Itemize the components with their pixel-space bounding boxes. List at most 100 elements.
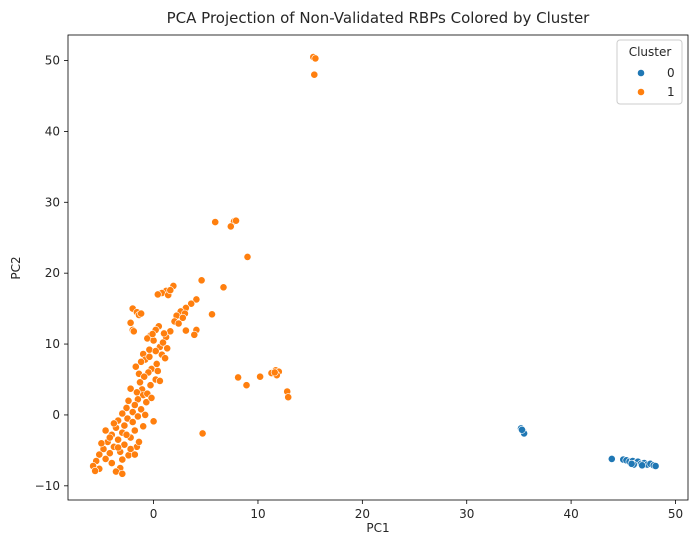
data-point-cluster-1 — [135, 437, 143, 446]
data-point-cluster-1 — [219, 283, 228, 292]
data-point-cluster-1 — [114, 443, 122, 452]
data-point-cluster-1 — [97, 439, 106, 448]
legend-title: Cluster — [629, 45, 672, 59]
x-tick-label: 30 — [459, 507, 474, 521]
data-point-cluster-0 — [627, 459, 636, 468]
data-point-cluster-1 — [118, 469, 127, 478]
data-point-cluster-1 — [107, 459, 116, 467]
data-point-cluster-0 — [607, 454, 616, 463]
x-axis: 0 10 20 30 40 50 — [150, 500, 683, 521]
x-tick-label: 10 — [250, 507, 265, 521]
data-point-cluster-1 — [178, 313, 187, 322]
y-axis: −10 0 10 20 30 40 50 — [35, 54, 68, 493]
data-point-cluster-1 — [95, 450, 104, 459]
data-point-cluster-1 — [136, 378, 144, 387]
data-point-cluster-1 — [161, 354, 169, 363]
data-point-cluster-1 — [118, 455, 127, 464]
chart-title: PCA Projection of Non-Validated RBPs Col… — [167, 9, 591, 27]
data-point-cluster-1 — [208, 310, 216, 319]
data-point-cluster-1 — [146, 381, 155, 390]
data-point-cluster-1 — [155, 376, 164, 385]
data-point-cluster-1 — [130, 450, 139, 459]
data-point-cluster-1 — [234, 373, 242, 382]
data-point-cluster-1 — [151, 347, 160, 355]
data-point-cluster-1 — [105, 449, 114, 458]
legend: Cluster 0 1 — [616, 39, 683, 105]
data-point-cluster-1 — [187, 299, 196, 308]
data-point-cluster-1 — [114, 435, 122, 444]
data-point-cluster-1 — [174, 319, 183, 328]
legend-label-1: 1 — [667, 85, 675, 99]
data-point-cluster-1 — [243, 252, 252, 261]
data-point-cluster-1 — [232, 216, 240, 225]
data-point-cluster-1 — [128, 418, 137, 426]
x-axis-title: PC1 — [366, 521, 389, 535]
y-axis-title: PC2 — [9, 256, 23, 279]
data-point-cluster-1 — [141, 410, 150, 419]
data-point-cluster-1 — [226, 222, 235, 231]
data-point-cluster-1 — [133, 412, 142, 421]
data-point-cluster-1 — [131, 362, 140, 371]
y-tick-label: 10 — [45, 337, 60, 351]
data-point-cluster-1 — [211, 218, 220, 226]
data-point-cluster-1 — [190, 330, 199, 339]
data-point-cluster-1 — [166, 286, 175, 295]
data-point-cluster-1 — [118, 409, 127, 418]
data-point-cluster-1 — [311, 54, 320, 63]
plot-points — [89, 53, 660, 478]
data-point-cluster-1 — [153, 290, 162, 299]
x-tick-label: 0 — [150, 507, 158, 521]
data-point-cluster-0 — [638, 461, 646, 470]
x-tick-label: 50 — [668, 507, 683, 521]
data-point-cluster-1 — [126, 318, 135, 327]
data-point-cluster-1 — [129, 327, 138, 336]
data-point-cluster-1 — [242, 381, 251, 390]
data-point-cluster-1 — [137, 357, 145, 366]
y-tick-label: −10 — [35, 479, 60, 493]
y-tick-label: 50 — [45, 54, 60, 68]
data-point-cluster-1 — [124, 396, 133, 405]
y-tick-label: 0 — [52, 408, 60, 422]
data-point-cluster-1 — [122, 430, 131, 439]
y-tick-label: 40 — [45, 124, 60, 138]
data-point-cluster-1 — [137, 309, 145, 318]
data-point-cluster-1 — [147, 393, 156, 402]
data-point-cluster-1 — [181, 326, 190, 335]
data-point-cluster-0 — [651, 462, 660, 470]
legend-marker-0 — [637, 69, 645, 77]
x-tick-label: 40 — [563, 507, 578, 521]
data-point-cluster-1 — [148, 330, 157, 338]
data-point-cluster-1 — [270, 368, 279, 377]
data-point-cluster-1 — [153, 367, 162, 375]
data-point-cluster-1 — [198, 429, 207, 438]
legend-box — [616, 39, 683, 105]
data-point-cluster-1 — [137, 405, 145, 414]
plot-area-frame — [67, 34, 689, 501]
data-point-cluster-1 — [163, 344, 172, 353]
data-point-cluster-1 — [126, 445, 135, 453]
data-point-cluster-1 — [142, 398, 151, 407]
data-point-cluster-1 — [91, 466, 99, 475]
data-point-cluster-1 — [122, 403, 131, 412]
data-point-cluster-1 — [139, 422, 148, 431]
data-point-cluster-1 — [310, 70, 319, 79]
data-point-cluster-0 — [518, 425, 526, 434]
data-point-cluster-1 — [192, 295, 201, 304]
data-point-cluster-1 — [128, 408, 137, 416]
data-point-cluster-1 — [160, 329, 168, 338]
y-tick-label: 30 — [45, 195, 60, 209]
data-point-cluster-1 — [197, 276, 206, 285]
data-point-cluster-1 — [145, 345, 154, 354]
data-point-cluster-1 — [145, 352, 154, 361]
data-point-cluster-1 — [149, 417, 158, 426]
data-point-cluster-1 — [120, 421, 129, 430]
data-point-cluster-1 — [101, 454, 110, 463]
data-point-cluster-1 — [284, 393, 293, 402]
data-point-cluster-1 — [149, 336, 158, 345]
data-point-cluster-1 — [256, 372, 264, 381]
legend-label-0: 0 — [667, 66, 675, 80]
y-tick-label: 20 — [45, 266, 60, 280]
data-point-cluster-1 — [140, 372, 149, 381]
data-point-cluster-1 — [101, 426, 110, 435]
